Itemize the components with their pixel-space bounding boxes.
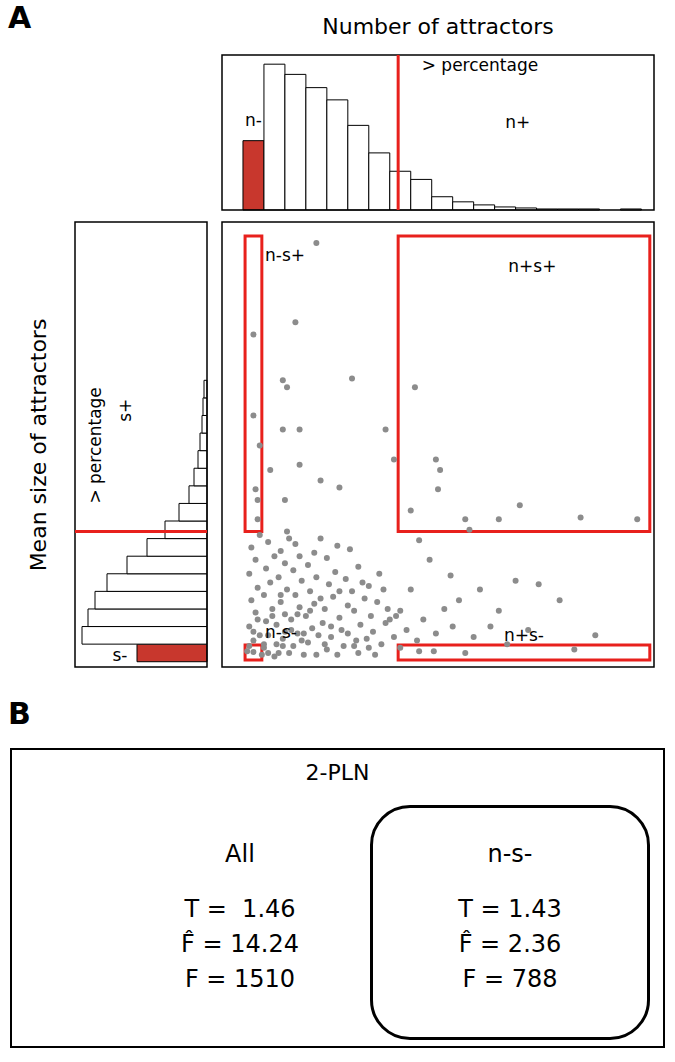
svg-text:s+: s+ — [115, 399, 135, 422]
html-text:n-s-: n-s- — [487, 840, 533, 868]
svg-text:n-: n- — [245, 110, 262, 130]
html-text:F̂ = 14.24: F̂ = 14.24 — [181, 930, 299, 958]
svg-text:s-: s- — [113, 645, 128, 665]
html-text:Mean size of attractors: Mean size of attractors — [25, 318, 51, 572]
svg-text:n-s+: n-s+ — [265, 245, 305, 265]
svg-text:n+s+: n+s+ — [508, 256, 556, 276]
html-text:2-PLN: 2-PLN — [305, 760, 370, 785]
html-text:A: A — [8, 0, 32, 35]
svg-text:> percentage: > percentage — [85, 387, 105, 503]
svg-text:n-s-: n-s- — [265, 622, 297, 642]
svg-text:> percentage: > percentage — [422, 55, 538, 75]
html-text:All: All — [225, 840, 255, 868]
html-text:F̂ = 2.36: F̂ = 2.36 — [458, 930, 562, 958]
html-text:F = 1510: F = 1510 — [184, 965, 296, 993]
html-text:B: B — [8, 696, 31, 731]
html-text:T = 1.46: T = 1.46 — [184, 895, 296, 923]
svg-text:n+s-: n+s- — [504, 625, 544, 645]
html-text:Number of attractors: Number of attractors — [322, 14, 554, 39]
html-text:T = 1.43: T = 1.43 — [458, 895, 562, 923]
svg-text:n+: n+ — [505, 112, 530, 132]
html-text:F = 788: F = 788 — [462, 965, 558, 993]
